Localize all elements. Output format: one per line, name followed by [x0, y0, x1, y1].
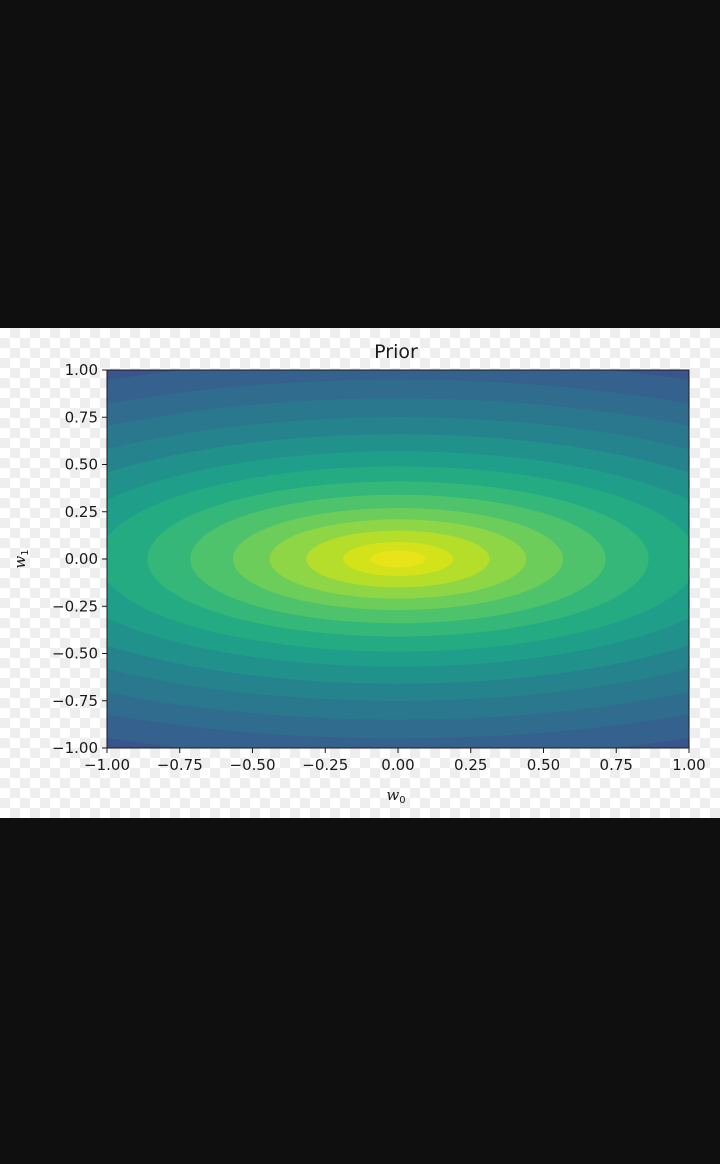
- y-tick-label: −1.00: [52, 739, 98, 757]
- y-tick-label: 0.25: [65, 503, 98, 521]
- y-axis: 1.00 0.75 0.50 0.25 0.00 −0.25 −0.50 −0.75 −1.00: [52, 361, 107, 757]
- x-tick-label: −1.00: [84, 756, 130, 774]
- y-tick-label: 1.00: [65, 361, 98, 379]
- chart-image: Prior −1.00 −0.75 −0.50 −0.25 0.00 0.25 0.50 0.…: [0, 328, 720, 818]
- y-tick-label: 0.00: [65, 550, 98, 568]
- x-axis: −1.00 −0.75 −0.50 −0.25 0.00 0.25 0.50 0.75 1.00: [84, 748, 706, 774]
- chart-title: Prior: [374, 341, 418, 363]
- plot-area: [107, 370, 689, 748]
- x-tick-label: 0.00: [381, 756, 414, 774]
- x-tick-label: −0.50: [230, 756, 276, 774]
- y-tick-label: −0.50: [52, 645, 98, 663]
- x-axis-label: w0: [386, 786, 405, 806]
- contour-level-20: [370, 550, 426, 568]
- y-axis-label: w1: [11, 549, 31, 568]
- contour-chart: Prior −1.00 −0.75 −0.50 −0.25 0.00 0.25 0.50 0.…: [11, 341, 706, 806]
- x-tick-label: −0.25: [302, 756, 348, 774]
- x-tick-label: −0.75: [157, 756, 203, 774]
- x-tick-label: 0.25: [454, 756, 487, 774]
- y-tick-label: −0.75: [52, 692, 98, 710]
- x-tick-label: 1.00: [672, 756, 705, 774]
- y-tick-label: −0.25: [52, 597, 98, 615]
- x-tick-label: 0.50: [527, 756, 560, 774]
- x-tick-label: 0.75: [600, 756, 633, 774]
- y-tick-label: 0.50: [65, 456, 98, 474]
- y-tick-label: 0.75: [65, 408, 98, 426]
